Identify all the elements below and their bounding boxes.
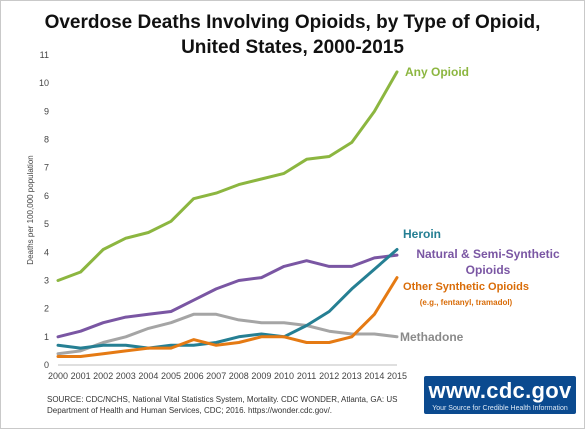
series-label: Any Opioid <box>405 65 469 79</box>
x-tick-label: 2007 <box>206 371 226 381</box>
x-tick-label: 2003 <box>116 371 136 381</box>
series-label: Heroin <box>403 227 441 241</box>
series-line <box>56 276 399 358</box>
y-tick-label: 9 <box>44 106 49 116</box>
x-tick-label: 2009 <box>251 371 271 381</box>
y-tick-label: 4 <box>44 247 49 257</box>
x-tick-label: 2002 <box>93 371 113 381</box>
x-tick-label: 2006 <box>184 371 204 381</box>
source-note: SOURCE: CDC/NCHS, National Vital Statist… <box>47 395 398 415</box>
cdc-logo-url: www.cdc.gov <box>428 378 572 403</box>
series-label: Other Synthetic Opioids <box>403 281 529 293</box>
y-tick-label: 8 <box>44 135 49 145</box>
y-tick-label: 7 <box>44 163 49 173</box>
y-tick-label: 2 <box>44 304 49 314</box>
y-tick-label: 1 <box>44 332 49 342</box>
cdc-logo[interactable]: www.cdc.gov Your Source for Credible Hea… <box>424 376 576 414</box>
cdc-logo-tagline: Your Source for Credible Health Informat… <box>432 405 568 412</box>
x-tick-label: 2012 <box>319 371 339 381</box>
x-tick-label: 2000 <box>48 371 68 381</box>
y-axis-label: Deaths per 100,000 population <box>26 155 35 264</box>
series-line <box>56 248 399 350</box>
x-tick-label: 2013 <box>342 371 362 381</box>
y-tick-label: 3 <box>44 275 49 285</box>
x-tick-label: 2001 <box>71 371 91 381</box>
x-tick-label: 2014 <box>364 371 384 381</box>
chart-title: Overdose Deaths Involving Opioids, by Ty… <box>0 10 585 60</box>
y-tick-label: 0 <box>44 360 49 370</box>
series-line <box>56 70 399 282</box>
y-tick-label: 5 <box>44 219 49 229</box>
x-tick-label: 2004 <box>138 371 158 381</box>
series-label: Opioids <box>466 263 511 277</box>
series-line <box>56 253 399 339</box>
y-tick-label: 11 <box>40 50 49 60</box>
y-tick-label: 6 <box>44 191 49 201</box>
series-label: Natural & Semi-Synthetic <box>416 247 560 261</box>
series-label: Methadone <box>400 330 464 344</box>
x-tick-label: 2008 <box>229 371 249 381</box>
x-tick-label: 2011 <box>297 371 316 381</box>
y-tick-label: 10 <box>39 78 49 88</box>
series-line <box>56 312 399 356</box>
chart-title-line-2: United States, 2000-2015 <box>181 37 404 58</box>
series-label: (e.g., fentanyl, tramadol) <box>420 298 513 307</box>
x-tick-label: 2010 <box>274 371 294 381</box>
x-tick-label: 2015 <box>387 371 407 381</box>
chart-title-line-1: Overdose Deaths Involving Opioids, by Ty… <box>44 12 541 33</box>
x-tick-label: 2005 <box>161 371 181 381</box>
